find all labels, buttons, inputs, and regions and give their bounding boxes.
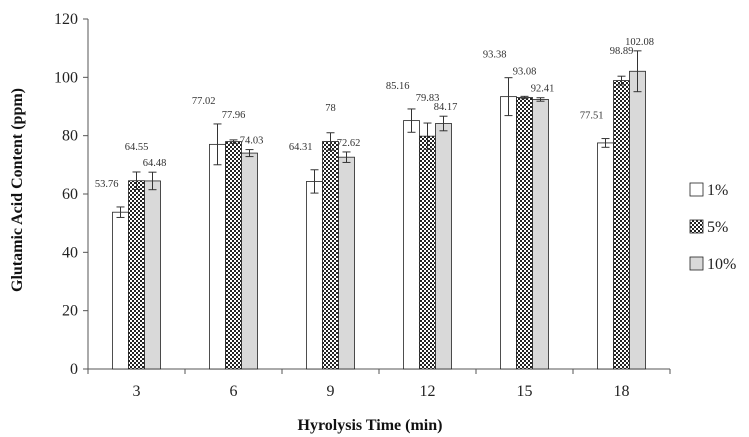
bar [112, 211, 129, 370]
bar [516, 97, 533, 370]
bar [419, 135, 436, 370]
data-label: 79.83 [416, 93, 440, 104]
data-label: 84.17 [434, 102, 458, 113]
data-label: 98.89 [610, 46, 634, 57]
x-tick-label: 12 [420, 383, 436, 400]
x-tick-label: 18 [614, 383, 630, 400]
x-tick-label: 6 [230, 383, 238, 400]
bar [209, 143, 226, 370]
bar [128, 180, 145, 370]
bar [613, 80, 630, 370]
bar [241, 152, 258, 370]
data-labels: 53.76 77.02 64.31 85.16 93.38 77.51 64.55 77.96… [95, 37, 654, 190]
x-axis-title: Hyrolysis Time (min) [298, 417, 443, 434]
data-label: 64.31 [289, 142, 313, 153]
bar [500, 96, 517, 370]
data-label: 77.51 [580, 111, 604, 122]
bar [597, 142, 614, 370]
y-axis: 0 20 40 60 80 100 120 [54, 11, 89, 378]
bar [322, 141, 339, 370]
y-tick-label: 100 [54, 69, 78, 86]
y-axis-title: Glutamic Acid Content (ppm) [9, 88, 26, 292]
bars [112, 50, 646, 370]
legend-label: 10% [707, 256, 736, 273]
legend-label: 1% [707, 182, 728, 199]
x-tick-label: 15 [517, 383, 533, 400]
bar [338, 156, 355, 370]
bar [144, 180, 161, 370]
data-label: 74.03 [240, 136, 264, 147]
x-axis: 3 6 9 12 15 18 [87, 368, 671, 400]
data-label: 53.76 [95, 179, 119, 190]
y-tick-label: 120 [54, 11, 78, 28]
y-tick-label: 40 [62, 244, 78, 261]
y-tick-label: 60 [62, 186, 78, 203]
bar [629, 70, 646, 370]
bar [225, 141, 242, 370]
bar [435, 123, 452, 370]
legend-swatch [689, 256, 704, 271]
x-tick-label: 3 [133, 383, 141, 400]
bar [532, 99, 549, 370]
data-label: 72.62 [337, 138, 361, 149]
bar [403, 120, 420, 370]
data-label: 77.02 [192, 96, 216, 107]
y-tick-label: 0 [70, 361, 78, 378]
legend-swatch [689, 219, 704, 234]
data-label: 85.16 [386, 81, 410, 92]
data-label: 102.08 [625, 37, 654, 48]
data-label: 77.96 [222, 110, 246, 121]
data-label: 64.55 [125, 142, 149, 153]
data-label: 92.41 [531, 84, 555, 95]
legend-swatch [689, 182, 704, 197]
data-label: 93.38 [483, 50, 507, 61]
data-label: 78 [325, 103, 336, 114]
legend-label: 5% [707, 219, 728, 236]
y-tick-label: 20 [62, 303, 78, 320]
data-label: 64.48 [143, 158, 167, 169]
x-tick-label: 9 [327, 383, 335, 400]
legend: 1% 5% 10% [689, 182, 736, 273]
data-label: 93.08 [513, 66, 537, 77]
bar [306, 181, 323, 370]
y-tick-label: 80 [62, 128, 78, 145]
